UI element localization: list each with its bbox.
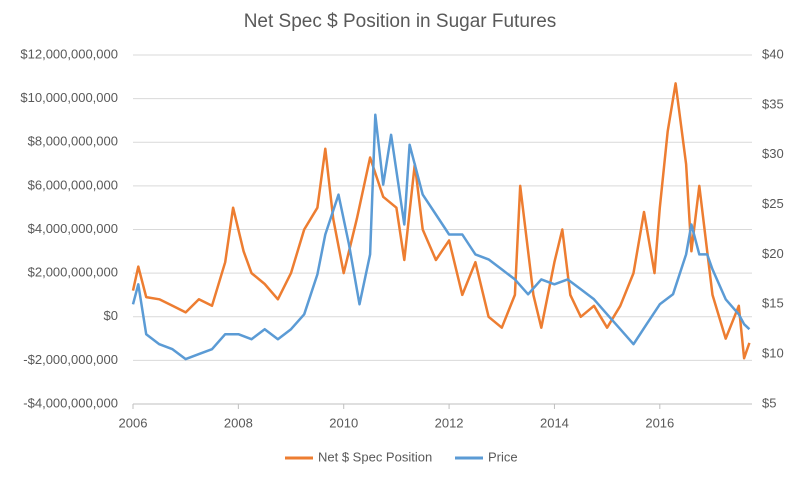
y2-tick-label: $10 — [762, 346, 784, 361]
y2-tick-label: $40 — [762, 46, 784, 61]
y2-tick-label: $5 — [762, 395, 776, 410]
legend-label: Price — [488, 449, 518, 464]
x-tick-label: 2006 — [119, 415, 148, 430]
y-tick-label: $12,000,000,000 — [20, 46, 118, 61]
legend-label: Net $ Spec Position — [318, 449, 432, 464]
x-tick-label: 2016 — [645, 415, 674, 430]
y-tick-label: $0 — [104, 308, 118, 323]
y-tick-label: $4,000,000,000 — [28, 221, 118, 236]
y-tick-label: -$4,000,000,000 — [23, 395, 118, 410]
x-tick-label: 2012 — [435, 415, 464, 430]
y2-tick-label: $25 — [762, 196, 784, 211]
y-tick-label: $2,000,000,000 — [28, 265, 118, 280]
y-tick-label: $6,000,000,000 — [28, 177, 118, 192]
y-tick-label: $10,000,000,000 — [20, 90, 118, 105]
y2-tick-label: $35 — [762, 96, 784, 111]
x-tick-label: 2014 — [540, 415, 569, 430]
y2-tick-label: $30 — [762, 146, 784, 161]
y2-tick-label: $20 — [762, 246, 784, 261]
chart-title: Net Spec $ Position in Sugar Futures — [244, 11, 557, 32]
x-tick-label: 2008 — [224, 415, 253, 430]
series-line — [131, 113, 751, 361]
x-tick-label: 2010 — [329, 415, 358, 430]
y-tick-label: $8,000,000,000 — [28, 134, 118, 149]
series-line — [131, 82, 751, 360]
y2-tick-label: $15 — [762, 296, 784, 311]
y-tick-label: -$2,000,000,000 — [23, 352, 118, 367]
